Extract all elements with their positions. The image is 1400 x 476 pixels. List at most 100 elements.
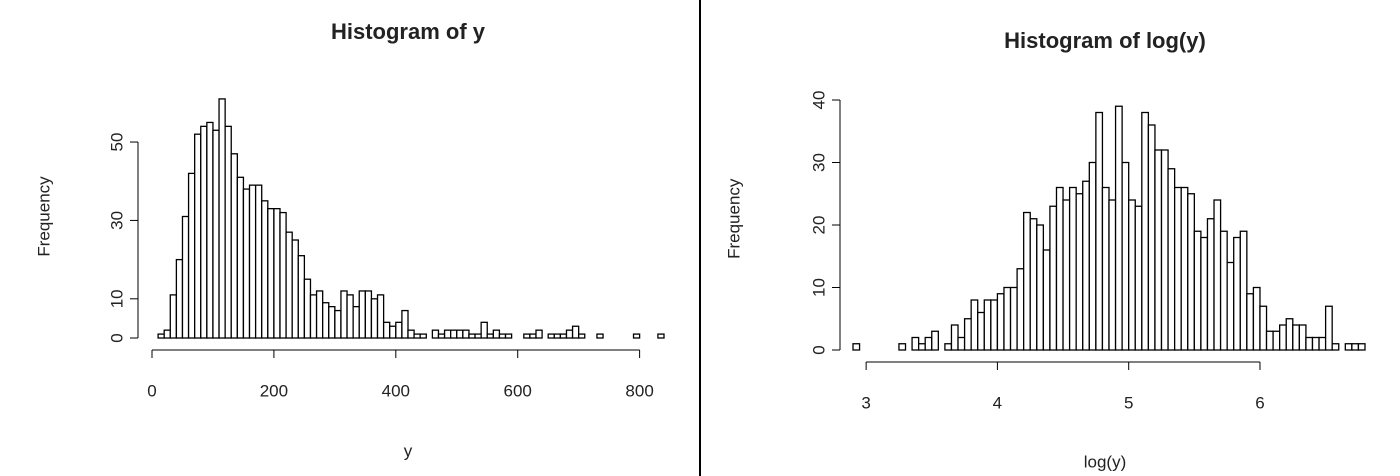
bar: [1036, 224, 1045, 351]
x-tick-label: 400: [382, 381, 410, 400]
bar: [194, 133, 202, 339]
bar: [358, 290, 366, 339]
bar: [1318, 336, 1327, 351]
bar: [474, 333, 482, 339]
bar: [236, 176, 245, 339]
bar: [1114, 105, 1123, 351]
bar: [413, 333, 421, 339]
bar: [963, 318, 972, 351]
bar: [267, 208, 275, 339]
bar: [1279, 324, 1287, 351]
bar: [328, 305, 336, 339]
bar: [279, 211, 287, 339]
bar: [340, 290, 348, 339]
y-tick-label: 0: [107, 333, 126, 342]
bar: [1088, 161, 1097, 351]
bar: [1200, 236, 1209, 351]
bar: [596, 333, 604, 339]
bar: [565, 329, 574, 339]
bar: [970, 299, 979, 351]
bar: [431, 329, 440, 339]
bar: [297, 255, 306, 339]
y-tick-label: 10: [809, 278, 828, 297]
bar: [1154, 149, 1163, 351]
bar: [1128, 199, 1136, 351]
bar: [917, 343, 926, 351]
bar: [1016, 268, 1025, 351]
bar: [1285, 318, 1294, 351]
bar: [852, 343, 861, 351]
bar: [553, 333, 562, 339]
bar: [334, 309, 342, 339]
bar: [1305, 336, 1314, 351]
bar: [200, 125, 208, 339]
bar: [1095, 111, 1104, 351]
bar: [175, 258, 184, 339]
bar: [224, 125, 232, 339]
bar: [1108, 199, 1117, 351]
bar: [983, 299, 992, 351]
x-tick-label: 4: [993, 393, 1002, 412]
bar: [504, 333, 513, 339]
bar: [1082, 180, 1090, 351]
bar: [1134, 205, 1143, 351]
bar: [1009, 286, 1018, 351]
bar: [957, 336, 966, 351]
y-tick-label: 20: [809, 216, 828, 235]
bar: [1029, 218, 1038, 351]
bar: [364, 290, 373, 339]
bar: [382, 321, 391, 339]
bar: [376, 294, 385, 339]
bar: [285, 231, 293, 339]
y-tick-label: 40: [809, 91, 828, 110]
bar: [1141, 111, 1150, 351]
x-tick-label: 600: [504, 381, 532, 400]
bar: [462, 329, 470, 339]
bar: [1351, 343, 1360, 351]
bar: [1344, 343, 1353, 351]
bar: [571, 325, 580, 339]
bar: [1147, 124, 1156, 351]
bar: [407, 329, 415, 339]
bar: [389, 325, 397, 339]
bar: [322, 302, 330, 339]
bar: [1075, 193, 1084, 351]
bar: [1101, 186, 1110, 351]
bar: [1187, 193, 1195, 351]
bar: [1246, 293, 1255, 351]
bar: [990, 299, 999, 351]
chart-title: Histogram of y: [331, 19, 486, 44]
bar: [1311, 336, 1320, 351]
bar: [559, 333, 568, 339]
bar: [273, 208, 281, 339]
bar: [254, 184, 263, 339]
y-tick-label: 30: [809, 153, 828, 172]
bar: [535, 329, 543, 339]
bar: [1167, 168, 1176, 351]
bar: [1219, 230, 1228, 351]
bar: [1298, 324, 1307, 351]
bar: [206, 121, 214, 339]
bar: [1062, 199, 1071, 351]
y-axis-label: Frequency: [724, 178, 743, 259]
bar: [1213, 199, 1222, 351]
bar: [1259, 305, 1268, 351]
y-tick-label: 10: [107, 289, 126, 308]
bar: [1180, 186, 1189, 351]
bar: [480, 321, 488, 339]
bar: [996, 293, 1005, 351]
bar: [468, 333, 476, 339]
bar: [1023, 211, 1031, 351]
bar: [1292, 324, 1301, 351]
bar: [419, 333, 427, 339]
bar: [352, 305, 360, 339]
bar: [346, 294, 354, 339]
bar: [977, 311, 985, 351]
bar: [657, 333, 665, 339]
bar: [1252, 286, 1261, 351]
bar: [261, 200, 269, 339]
bar: [950, 324, 959, 351]
bar: [924, 336, 933, 351]
bar: [163, 329, 171, 339]
